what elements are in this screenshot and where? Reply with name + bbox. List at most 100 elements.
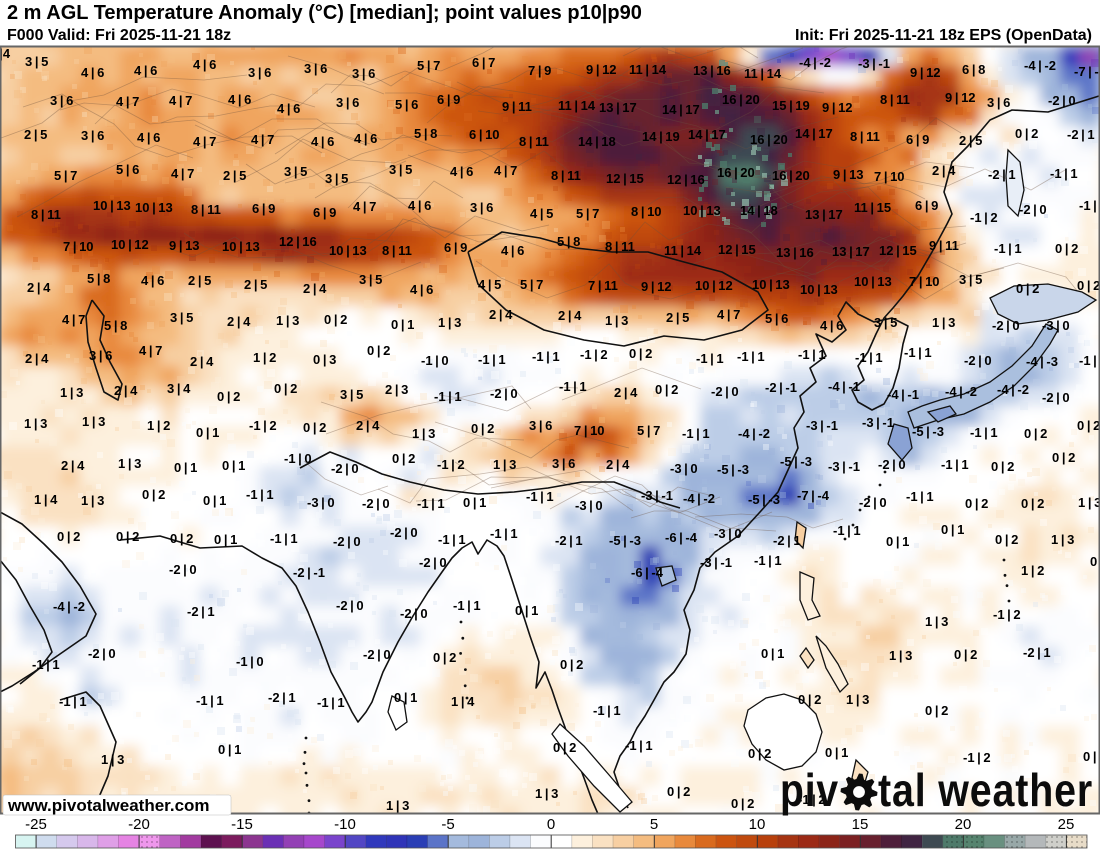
svg-text:-1 | 1: -1 | 1 bbox=[438, 532, 466, 547]
svg-text:1 | 3: 1 | 3 bbox=[889, 648, 912, 663]
svg-text:8 | 11: 8 | 11 bbox=[605, 239, 635, 254]
svg-text:-5 | -3: -5 | -3 bbox=[609, 533, 641, 548]
svg-text:1 | 3: 1 | 3 bbox=[60, 385, 83, 400]
svg-text:2 | 4: 2 | 4 bbox=[190, 354, 214, 369]
svg-text:-1 | 2: -1 | 2 bbox=[798, 792, 826, 807]
svg-text:-2 | 0: -2 | 0 bbox=[1048, 93, 1076, 108]
svg-text:13 | 17: 13 | 17 bbox=[599, 100, 637, 115]
svg-text:20: 20 bbox=[955, 816, 972, 833]
svg-text:0 | 2: 0 | 2 bbox=[1021, 496, 1044, 511]
svg-text:-4 | -2: -4 | -2 bbox=[738, 426, 770, 441]
svg-text:8 | 11: 8 | 11 bbox=[519, 134, 549, 149]
svg-text:3 | 6: 3 | 6 bbox=[89, 348, 112, 363]
svg-text:0 | 2: 0 | 2 bbox=[303, 420, 326, 435]
svg-text:0 | 1: 0 | 1 bbox=[203, 493, 226, 508]
svg-text:13 | 17: 13 | 17 bbox=[805, 207, 843, 222]
svg-text:3 | 6: 3 | 6 bbox=[81, 128, 104, 143]
svg-text:5 | 7: 5 | 7 bbox=[576, 206, 599, 221]
svg-text:4 | 7: 4 | 7 bbox=[62, 312, 85, 327]
svg-text:5 | 6: 5 | 6 bbox=[116, 162, 139, 177]
svg-text:3 | 4: 3 | 4 bbox=[167, 381, 191, 396]
svg-text:4 | 6: 4 | 6 bbox=[354, 131, 377, 146]
svg-text:11 | 15: 11 | 15 bbox=[854, 200, 891, 215]
svg-text:1 | 4: 1 | 4 bbox=[34, 492, 58, 507]
svg-text:6 | 9: 6 | 9 bbox=[906, 132, 929, 147]
svg-text:2 | 4: 2 | 4 bbox=[614, 385, 638, 400]
svg-text:-2 | 1: -2 | 1 bbox=[268, 690, 296, 705]
svg-text:0 | 1: 0 | 1 bbox=[394, 690, 417, 705]
svg-text:0 | 2: 0 | 2 bbox=[217, 389, 240, 404]
svg-text:5 | 6: 5 | 6 bbox=[395, 97, 418, 112]
svg-text:14 | 17: 14 | 17 bbox=[662, 102, 700, 117]
svg-text:16 | 20: 16 | 20 bbox=[722, 92, 760, 107]
svg-text:8 | 11: 8 | 11 bbox=[191, 202, 221, 217]
svg-text:11 | 14: 11 | 14 bbox=[558, 98, 596, 113]
svg-text:-1 | 1: -1 | 1 bbox=[833, 523, 861, 538]
svg-text:14 | 18: 14 | 18 bbox=[578, 134, 616, 149]
svg-text:-2 | 0: -2 | 0 bbox=[711, 384, 739, 399]
svg-text:tal weather: tal weather bbox=[878, 764, 1093, 816]
svg-text:12 | 16: 12 | 16 bbox=[667, 172, 705, 187]
svg-text:0 | 1: 0 | 1 bbox=[941, 522, 964, 537]
svg-text:1 | 3: 1 | 3 bbox=[1078, 495, 1100, 510]
svg-text:12 | 15: 12 | 15 bbox=[606, 171, 644, 186]
svg-text:0: 0 bbox=[547, 816, 555, 833]
svg-text:0 | 1: 0 | 1 bbox=[463, 495, 486, 510]
svg-text:4 | 6: 4 | 6 bbox=[134, 63, 157, 78]
svg-text:1 | 3: 1 | 3 bbox=[605, 313, 628, 328]
svg-text:1 | 2: 1 | 2 bbox=[1021, 563, 1044, 578]
svg-text:-5 | -3: -5 | -3 bbox=[912, 424, 944, 439]
svg-text:-6 | -4: -6 | -4 bbox=[631, 565, 664, 580]
svg-text:0 | 2: 0 | 2 bbox=[629, 346, 652, 361]
svg-text:-2 | 0: -2 | 0 bbox=[859, 495, 887, 510]
svg-text:4 | 7: 4 | 7 bbox=[171, 166, 194, 181]
svg-text:10 | 12: 10 | 12 bbox=[695, 278, 733, 293]
svg-text:0 | 2: 0 | 2 bbox=[1083, 749, 1100, 764]
svg-text:10 | 13: 10 | 13 bbox=[800, 282, 838, 297]
svg-text:8 | 11: 8 | 11 bbox=[880, 92, 910, 107]
svg-text:2 | 3: 2 | 3 bbox=[385, 382, 408, 397]
svg-text:-2 | -1: -2 | -1 bbox=[293, 565, 325, 580]
svg-text:10 | 12: 10 | 12 bbox=[111, 237, 149, 252]
svg-text:2 | 5: 2 | 5 bbox=[188, 273, 211, 288]
svg-text:4 | 7: 4 | 7 bbox=[494, 163, 517, 178]
svg-text:10 | 13: 10 | 13 bbox=[683, 203, 721, 218]
svg-text:12 | 15: 12 | 15 bbox=[879, 243, 917, 258]
svg-text:4 | 6: 4 | 6 bbox=[277, 101, 300, 116]
svg-text:-1 | 0: -1 | 0 bbox=[236, 654, 264, 669]
svg-text:3 | 5: 3 | 5 bbox=[340, 387, 363, 402]
svg-text:9 | 12: 9 | 12 bbox=[910, 65, 941, 80]
svg-text:2 | 5: 2 | 5 bbox=[666, 310, 689, 325]
svg-text:0 | 2: 0 | 2 bbox=[965, 496, 988, 511]
svg-text:2 | 4: 2 | 4 bbox=[558, 308, 582, 323]
svg-text:8 | 11: 8 | 11 bbox=[850, 129, 880, 144]
svg-text:0 | 2: 0 | 2 bbox=[925, 703, 948, 718]
svg-text:0 | 2: 0 | 2 bbox=[471, 421, 494, 436]
svg-text:-25: -25 bbox=[25, 816, 47, 833]
svg-text:10 | 13: 10 | 13 bbox=[135, 200, 173, 215]
svg-text:7 | 10: 7 | 10 bbox=[574, 423, 605, 438]
svg-text:-1 | 1: -1 | 1 bbox=[59, 694, 87, 709]
svg-text:1 | 3: 1 | 3 bbox=[276, 313, 299, 328]
svg-text:1 | 3: 1 | 3 bbox=[101, 752, 124, 767]
svg-text:-10: -10 bbox=[334, 816, 356, 833]
svg-text:-1 | 1: -1 | 1 bbox=[994, 241, 1022, 256]
svg-text:11 | 14: 11 | 14 bbox=[629, 62, 667, 77]
svg-text:-1 | 1: -1 | 1 bbox=[478, 352, 506, 367]
svg-text:0 | 2: 0 | 2 bbox=[57, 529, 80, 544]
svg-text:2 | 4: 2 | 4 bbox=[606, 457, 630, 472]
svg-text:3 | 6: 3 | 6 bbox=[552, 456, 575, 471]
svg-text:9 | 12: 9 | 12 bbox=[586, 62, 617, 77]
svg-text:-1 | 1: -1 | 1 bbox=[941, 457, 969, 472]
svg-text:4 | 6: 4 | 6 bbox=[193, 57, 216, 72]
svg-text:4 | 5: 4 | 5 bbox=[478, 277, 501, 292]
svg-text:9 | 13: 9 | 13 bbox=[833, 167, 864, 182]
svg-text:0 | 1: 0 | 1 bbox=[515, 603, 538, 618]
svg-text:0 | 1: 0 | 1 bbox=[174, 460, 197, 475]
svg-text:-5 | -3: -5 | -3 bbox=[748, 492, 780, 507]
svg-text:-1 | 1: -1 | 1 bbox=[532, 349, 560, 364]
svg-text:-1 | 1: -1 | 1 bbox=[32, 657, 60, 672]
svg-text:2 | 5: 2 | 5 bbox=[24, 127, 47, 142]
svg-text:5 | 8: 5 | 8 bbox=[87, 271, 110, 286]
svg-text:7 | 9: 7 | 9 bbox=[528, 63, 551, 78]
